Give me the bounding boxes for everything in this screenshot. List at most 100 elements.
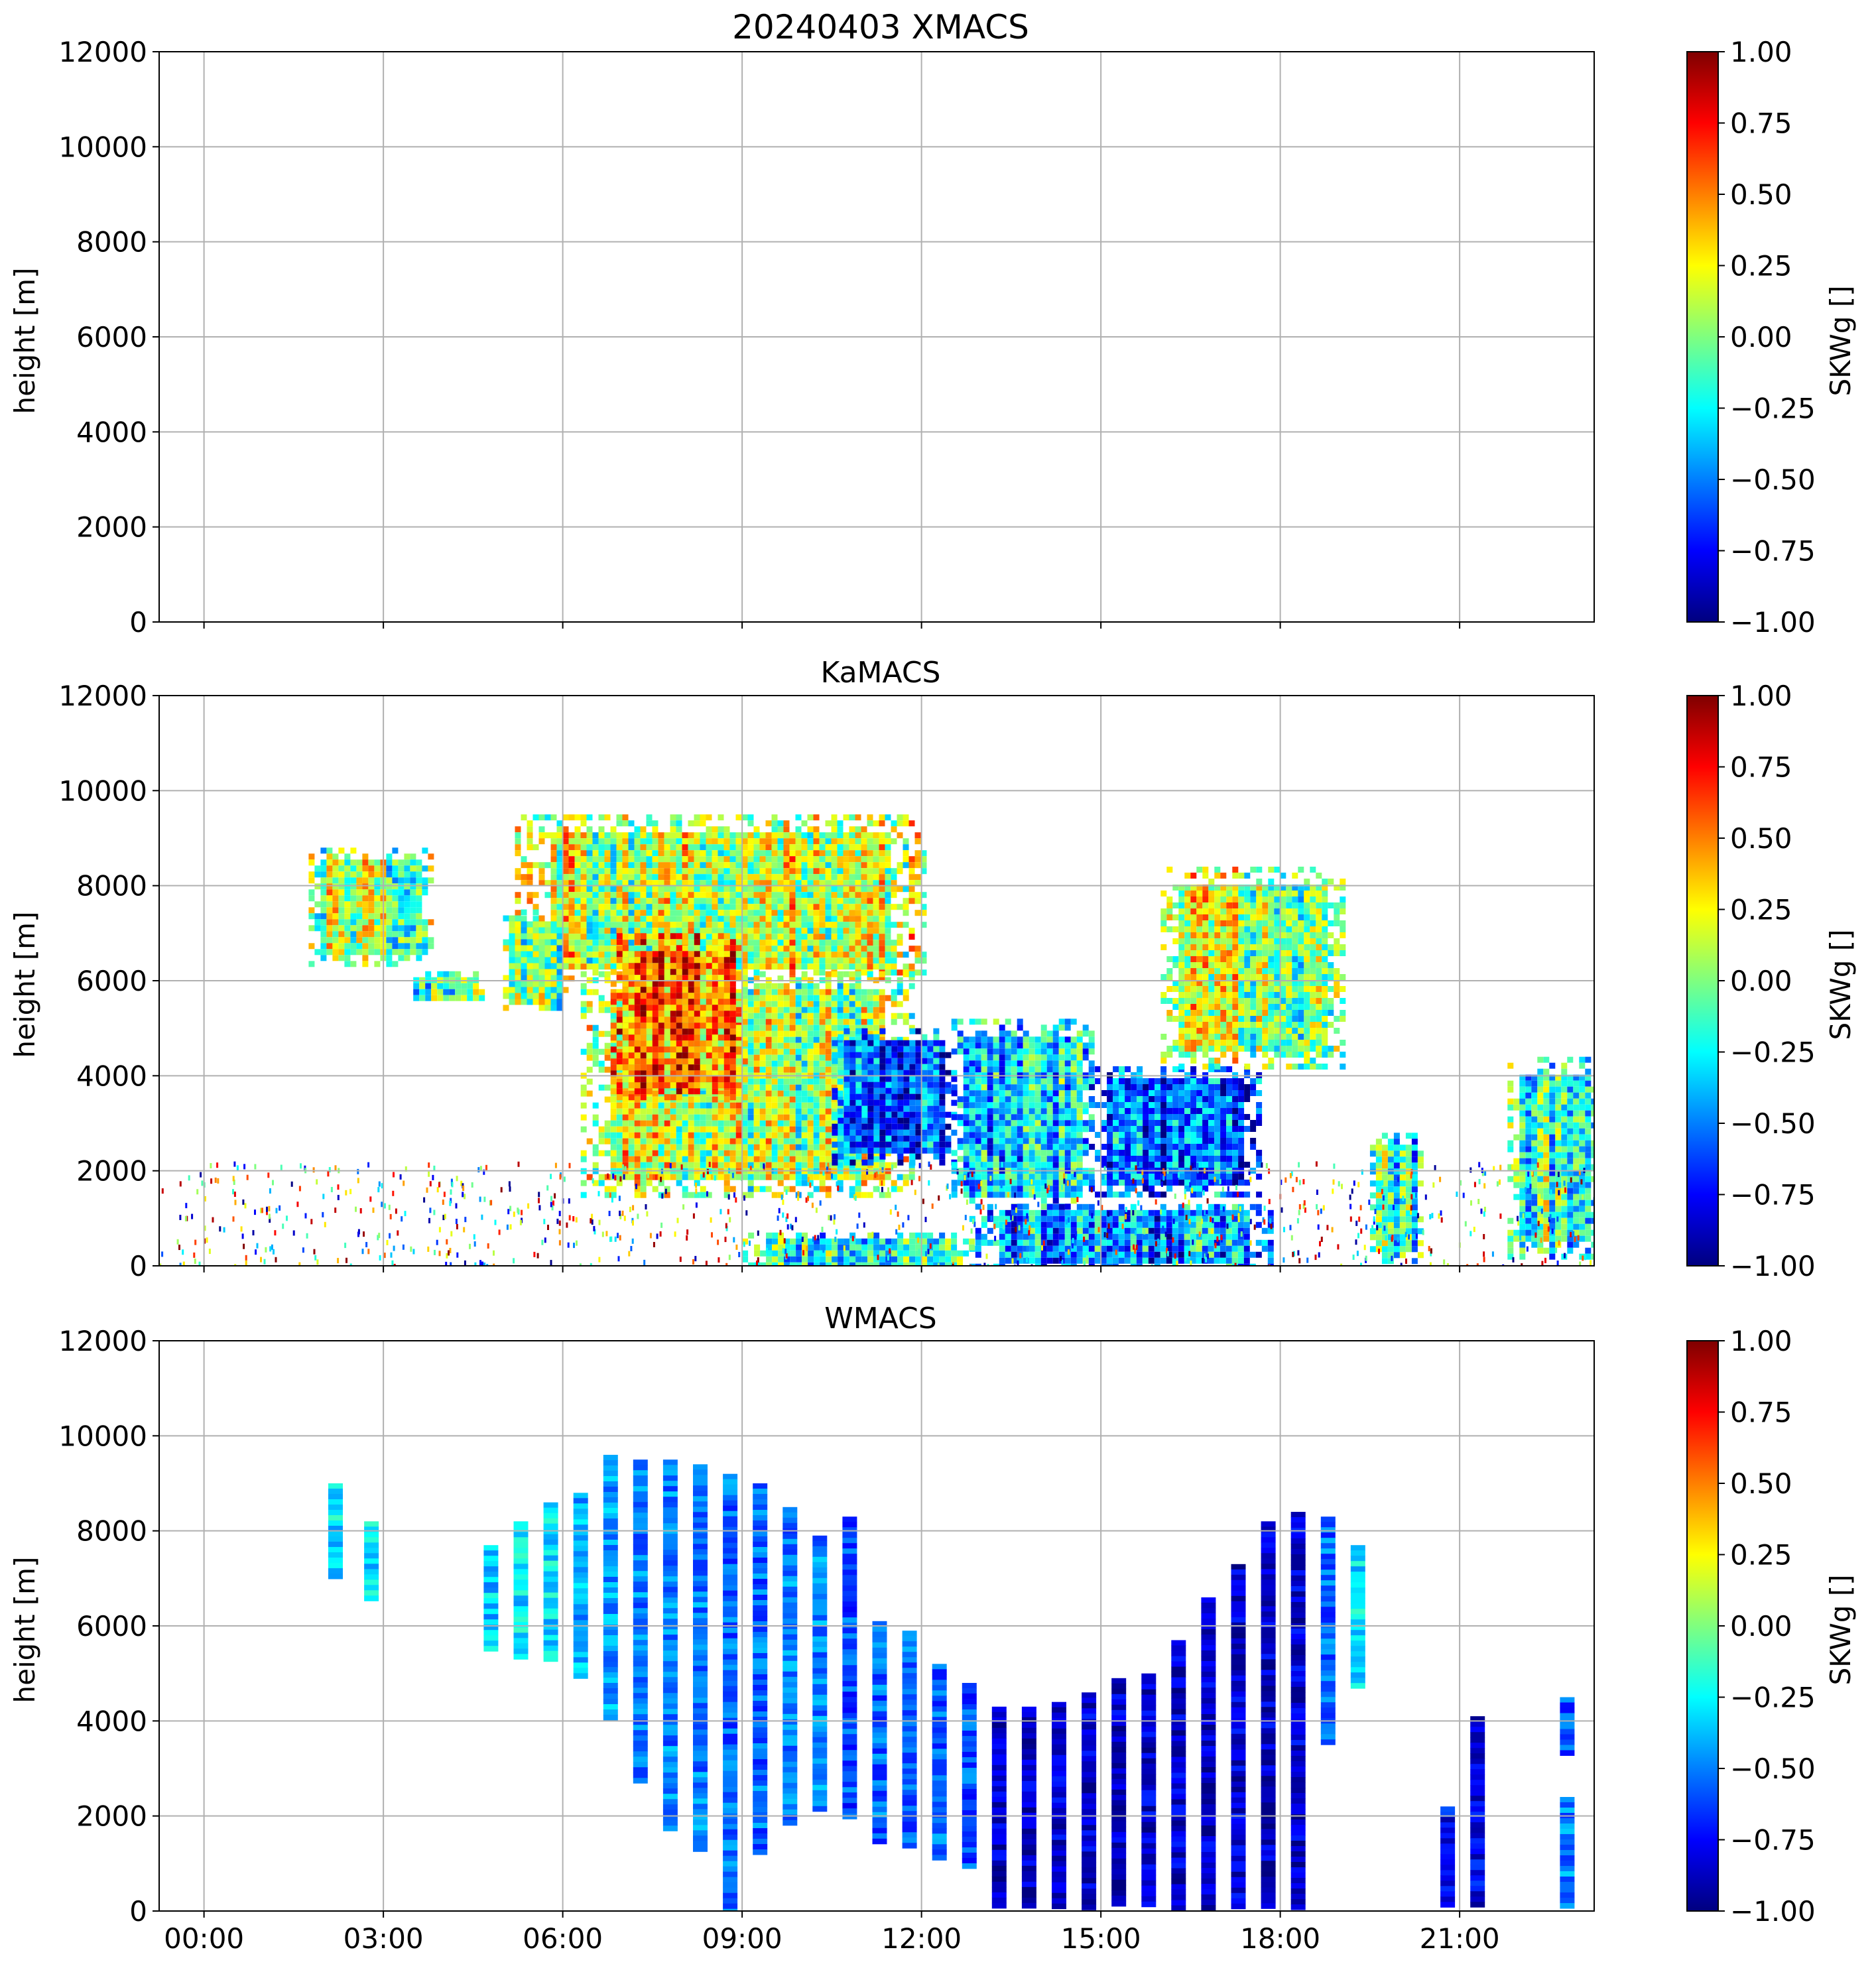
data-cell	[332, 901, 339, 908]
data-cell	[694, 922, 700, 928]
data-cell	[718, 1138, 724, 1144]
data-cell	[580, 1102, 587, 1109]
data-cell	[634, 951, 641, 957]
data-cell	[718, 1156, 724, 1162]
data-cell	[374, 931, 381, 938]
data-cell	[700, 981, 706, 987]
data-cell	[777, 1102, 784, 1109]
panel-xmacs: 20240403 XMACS height [m] SKWg []	[9, 8, 1857, 414]
data-cell	[849, 975, 855, 982]
data-cell	[556, 987, 563, 993]
data-cell	[837, 1174, 844, 1180]
data-cell	[338, 925, 345, 932]
data-cell	[969, 1108, 975, 1115]
data-cell	[550, 999, 557, 1005]
data-cell	[783, 910, 790, 916]
data-cell	[723, 1180, 730, 1186]
data-cell	[849, 934, 855, 940]
data-cell	[765, 1090, 772, 1097]
data-cell	[658, 1180, 664, 1186]
data-cell	[729, 975, 736, 981]
data-cell	[807, 868, 814, 875]
data-cell	[368, 901, 375, 908]
data-cell	[831, 1013, 838, 1019]
data-cell	[610, 1034, 617, 1041]
data-cell	[885, 814, 891, 821]
data-cell	[867, 1135, 874, 1142]
data-cell	[676, 814, 682, 821]
data-cell	[688, 1162, 694, 1168]
data-cell	[927, 1058, 934, 1064]
data-cell	[837, 946, 844, 952]
data-cell	[580, 1048, 587, 1055]
data-cell	[527, 826, 533, 833]
data-cell	[356, 889, 363, 896]
data-cell	[867, 1001, 873, 1007]
data-cell	[741, 995, 748, 1001]
data-cell	[622, 993, 629, 999]
data-cell	[735, 951, 742, 957]
data-cell	[795, 1001, 802, 1007]
data-cell	[628, 1090, 635, 1097]
data-cell	[819, 904, 826, 910]
data-cell	[819, 1150, 826, 1156]
data-cell	[825, 1150, 832, 1156]
data-cell	[933, 1117, 940, 1124]
data-cell	[652, 922, 658, 928]
data-cell	[849, 1147, 856, 1154]
data-cell	[861, 1141, 868, 1148]
data-cell	[658, 993, 664, 999]
data-cell	[610, 1102, 617, 1109]
data-cell	[729, 987, 736, 993]
data-cell	[825, 820, 832, 827]
data-cell	[831, 1108, 838, 1115]
data-cell	[783, 1054, 790, 1061]
data-cell	[527, 933, 533, 940]
data-cell	[580, 814, 587, 821]
data-cell	[586, 1048, 593, 1055]
data-cell	[855, 850, 861, 857]
data-cell	[428, 877, 434, 884]
data-cell	[723, 838, 730, 845]
data-cell	[771, 1042, 778, 1049]
data-cell	[604, 1150, 611, 1156]
data-cell	[616, 1024, 623, 1031]
data-cell	[700, 904, 706, 910]
data-cell	[753, 989, 760, 995]
data-cell	[867, 1105, 874, 1112]
data-cell	[753, 826, 760, 833]
data-cell	[532, 916, 539, 922]
data-cell	[374, 943, 381, 950]
data-cell	[891, 1117, 898, 1124]
data-cell	[777, 1001, 784, 1007]
data-cell	[855, 826, 861, 833]
data-cell	[658, 999, 664, 1005]
data-cell	[634, 862, 641, 869]
data-cell	[676, 1126, 682, 1133]
data-cell	[765, 1036, 772, 1043]
y-axis-label: height [m]	[9, 1557, 41, 1703]
data-cell	[580, 874, 587, 881]
data-cell	[735, 940, 742, 946]
data-cell	[586, 957, 593, 964]
data-cell	[338, 901, 345, 908]
data-cell	[891, 1111, 898, 1118]
data-cell	[616, 868, 623, 875]
data-cell	[813, 1108, 820, 1115]
data-cell	[921, 1046, 928, 1052]
data-cell	[616, 910, 623, 916]
data-cell	[413, 989, 420, 995]
data-cell	[556, 999, 563, 1005]
data-cell	[908, 880, 915, 887]
data-cell	[897, 862, 903, 869]
data-cell	[646, 832, 653, 839]
data-cell	[939, 1105, 946, 1112]
data-cell	[753, 892, 760, 898]
data-cell	[759, 880, 766, 887]
data-cell	[646, 1052, 653, 1059]
data-cell	[568, 892, 575, 898]
data-cell	[562, 844, 569, 851]
colorbar-label: SKWg []	[1824, 1574, 1857, 1685]
data-cell	[610, 1058, 617, 1065]
data-cell	[747, 1180, 754, 1186]
